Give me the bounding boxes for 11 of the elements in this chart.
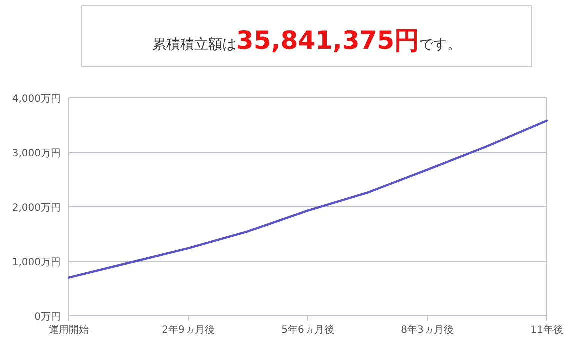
y-tick-label: 2,000万円 — [12, 203, 61, 214]
y-tick-label: 4,000万円 — [12, 94, 61, 105]
title: 累積積立額は35,841,375円です。 — [152, 26, 462, 55]
x-tick-label: 2年9ヵ月後 — [162, 324, 215, 336]
y-tick-label: 1,000万円 — [12, 258, 61, 268]
x-tick-label: 運用開始 — [49, 324, 89, 336]
x-tick-label: 8年3ヵ月後 — [401, 324, 454, 336]
y-tick-label: 3,000万円 — [12, 148, 61, 160]
y-tick-label: 0万円 — [34, 312, 61, 323]
x-tick-label: 5年6ヵ月後 — [282, 324, 334, 336]
x-tick-label: 11年後 — [530, 324, 564, 336]
